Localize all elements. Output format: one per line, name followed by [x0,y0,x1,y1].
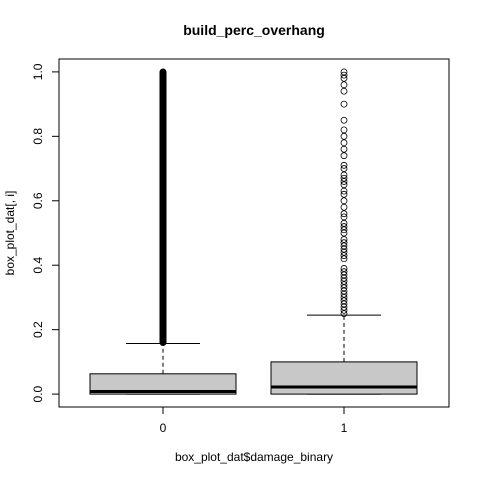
outlier-point [340,281,348,288]
outlier-point [340,126,348,134]
box-iqr [89,373,237,395]
outlier-point [340,284,348,292]
outlier-point [340,213,348,221]
y-axis: 0.0 0.2 0.4 0.6 0.8 1.0 [31,63,60,402]
y-tick-label: 0.6 [31,192,45,209]
outlier-point [340,132,348,140]
outliers [159,68,167,346]
outlier-point [340,68,348,76]
outlier-point [340,287,348,295]
box-iqr [270,361,418,395]
outlier-point [340,190,348,198]
outlier-point [340,245,348,253]
outlier-point [340,297,348,305]
outlier-point [340,294,348,301]
outlier-point [340,306,348,314]
outlier-point [340,203,348,211]
outlier-point [340,171,348,179]
y-tick-label: 0.2 [31,321,45,338]
outlier-point [340,87,348,95]
outlier-point [159,68,167,76]
outlier-point [340,223,348,230]
outlier-point [340,139,348,147]
outliers [340,68,348,317]
outlier-point [340,236,348,243]
outlier-point [340,197,348,205]
outlier-point [340,290,348,298]
outlier-point [340,161,348,169]
outlier-point [340,81,348,89]
outlier-point [340,239,348,247]
outlier-point [340,226,348,234]
y-tick-label: 0.4 [31,257,45,274]
outlier-point [340,152,348,160]
outlier-point [340,219,348,227]
x-tick-label: 0 [160,421,167,435]
outlier-point [340,268,348,276]
outlier-point [340,265,348,272]
outlier-point [340,178,348,185]
x-axis-label: box_plot_dat$damage_binary [175,450,333,464]
outlier-point [340,174,348,182]
outlier-point [340,274,348,282]
x-tick-label: 1 [341,421,348,435]
y-tick-label: 0.0 [31,385,45,402]
outlier-point [340,116,348,124]
box-group-0 [89,68,237,395]
outlier-point [340,145,348,153]
outlier-point [340,100,348,108]
outlier-point [340,255,348,263]
outlier-point [340,181,348,189]
outlier-point [340,271,348,279]
outlier-point [340,165,348,172]
boxes [89,68,418,395]
outlier-point [340,229,348,237]
outlier-point [340,71,348,79]
outlier-point [340,303,348,311]
box-group-1 [270,68,418,395]
chart-title: build_perc_overhang [183,22,325,38]
outlier-point [340,277,348,285]
y-axis-label: box_plot_dat[, i] [3,191,17,276]
outlier-point [340,187,348,195]
outlier-point [340,242,348,250]
outlier-point [340,248,348,256]
y-tick-label: 0.8 [31,128,45,145]
outlier-point [340,74,348,82]
plot-frame [58,58,450,408]
outlier-point [340,210,348,218]
outlier-point [340,252,348,259]
outlier-point [340,300,348,308]
y-tick-label: 1.0 [31,63,45,80]
